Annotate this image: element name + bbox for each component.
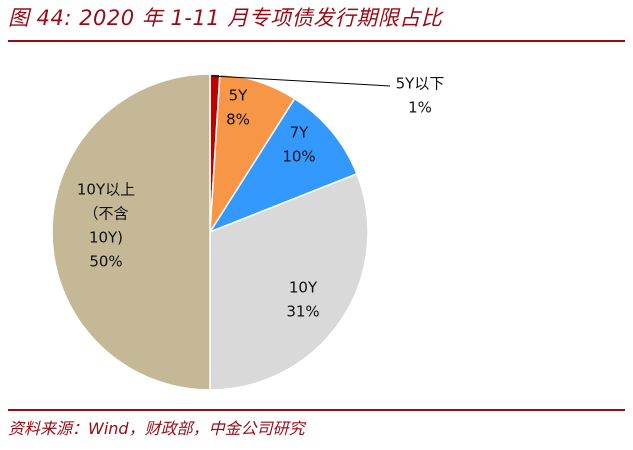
label-above-10y-line-0: 10Y以上	[77, 181, 135, 199]
footer-divider	[8, 409, 625, 411]
label-10y-line-0: 10Y	[289, 279, 318, 297]
label-10y-line-1: 31%	[286, 303, 319, 321]
label-above-10y-line-1: （不含	[83, 205, 128, 223]
slice-7y	[208, 97, 358, 234]
title-divider	[8, 40, 625, 42]
label-7y-line-1: 10%	[282, 148, 315, 166]
source-note: 资料来源：Wind，财政部，中金公司研究	[8, 419, 305, 438]
leader-line-below-5y	[211, 75, 391, 87]
slice-above-10y	[51, 73, 211, 391]
chart-title: 图 44: 2020 年 1-11 月专项债发行期限占比	[8, 6, 443, 30]
label-above-10y-line-3: 50%	[89, 253, 122, 271]
label-5y-line-1: 8%	[226, 111, 250, 129]
label-below-5y-line-1: 1%	[408, 99, 432, 117]
label-below-5y-line-0: 5Y以下	[396, 75, 445, 93]
label-5y-line-0: 5Y	[229, 87, 249, 105]
slice-10y	[209, 172, 369, 391]
label-7y-line-0: 7Y	[290, 124, 310, 142]
label-above-10y-line-2: 10Y)	[89, 229, 123, 247]
